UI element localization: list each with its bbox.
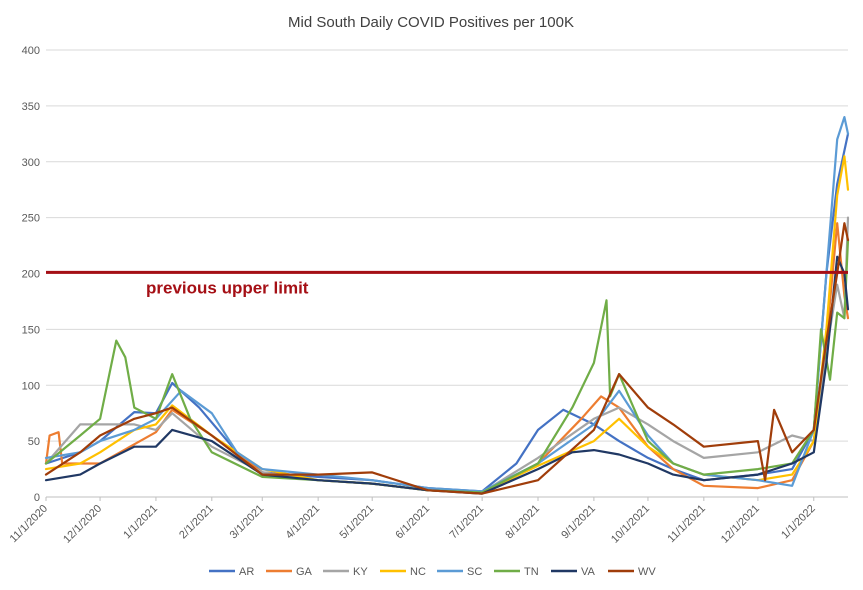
- reference-line-label: previous upper limit: [146, 278, 309, 297]
- legend-label-nc: NC: [410, 566, 426, 578]
- series-lines: [44, 115, 850, 495]
- y-axis-tick-labels: 0 50 100 150 200 250 300 350 400: [22, 45, 40, 504]
- chart-title: Mid South Daily COVID Positives per 100K: [288, 14, 574, 31]
- series-line-wv: [44, 222, 850, 495]
- legend: AR GA KY NC SC TN VA WV: [209, 566, 656, 578]
- reference-line-group: previous upper limit: [46, 270, 848, 297]
- legend-label-va: VA: [581, 566, 596, 578]
- series-line-va: [44, 255, 850, 495]
- series-line-tn: [44, 238, 850, 494]
- y-tick-label: 50: [28, 436, 40, 448]
- y-tick-label: 300: [22, 157, 40, 169]
- legend-label-sc: SC: [467, 566, 482, 578]
- y-tick-label: 150: [22, 324, 40, 336]
- y-tick-label: 0: [34, 492, 40, 504]
- legend-label-ky: KY: [353, 566, 368, 578]
- y-tick-label: 200: [22, 269, 40, 281]
- series-line-nc: [44, 155, 850, 494]
- y-tick-label: 250: [22, 213, 40, 225]
- legend-label-wv: WV: [638, 566, 656, 578]
- y-tick-label: 100: [22, 380, 40, 392]
- y-tick-label: 400: [22, 45, 40, 57]
- y-tick-label: 350: [22, 101, 40, 113]
- legend-label-tn: TN: [524, 566, 539, 578]
- legend-label-ga: GA: [296, 566, 313, 578]
- legend-label-ar: AR: [239, 566, 254, 578]
